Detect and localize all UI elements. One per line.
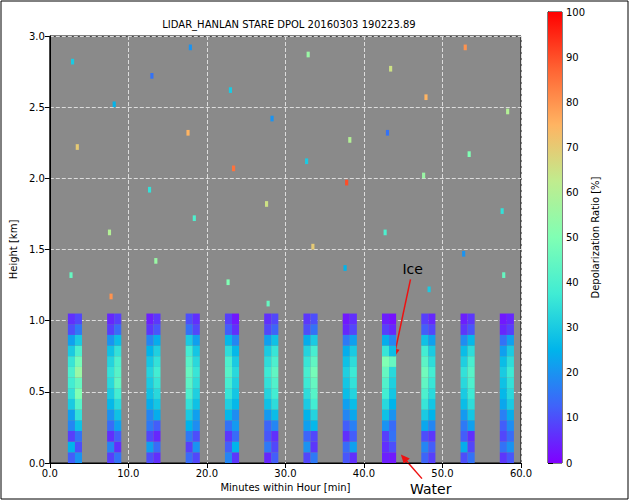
svg-text:2.5: 2.5 xyxy=(29,102,45,113)
svg-text:Minutes within Hour [min]: Minutes within Hour [min] xyxy=(220,482,350,493)
svg-text:50.0: 50.0 xyxy=(431,468,453,479)
svg-text:70: 70 xyxy=(566,142,579,153)
svg-text:20: 20 xyxy=(566,367,579,378)
svg-text:10: 10 xyxy=(566,412,579,423)
svg-text:30.0: 30.0 xyxy=(274,468,296,479)
svg-text:20.0: 20.0 xyxy=(196,468,218,479)
svg-text:Water: Water xyxy=(410,481,452,497)
svg-text:3.0: 3.0 xyxy=(29,31,45,42)
svg-text:0.5: 0.5 xyxy=(29,386,45,397)
svg-text:30: 30 xyxy=(566,322,579,333)
svg-text:80: 80 xyxy=(566,97,579,108)
svg-text:Depolarization Ratio [%]: Depolarization Ratio [%] xyxy=(590,176,601,298)
svg-text:100: 100 xyxy=(566,7,585,18)
svg-text:1.0: 1.0 xyxy=(29,315,45,326)
svg-text:0.0: 0.0 xyxy=(28,457,45,469)
svg-text:2.0: 2.0 xyxy=(29,173,45,184)
svg-text:10.0: 10.0 xyxy=(117,468,139,479)
svg-text:Ice: Ice xyxy=(402,261,422,277)
svg-text:60.0: 60.0 xyxy=(510,468,532,479)
svg-text:LIDAR_HANLAN STARE DPOL 201603: LIDAR_HANLAN STARE DPOL 20160303 190223.… xyxy=(162,19,415,31)
svg-text:90: 90 xyxy=(566,52,579,63)
svg-text:0.0: 0.0 xyxy=(42,468,58,479)
svg-text:50: 50 xyxy=(566,232,579,243)
svg-text:40: 40 xyxy=(566,277,579,288)
svg-text:0: 0 xyxy=(566,458,572,469)
svg-text:1.5: 1.5 xyxy=(29,244,45,255)
svg-text:Height [km]: Height [km] xyxy=(8,220,19,280)
svg-text:40.0: 40.0 xyxy=(353,468,375,479)
svg-text:60: 60 xyxy=(566,187,579,198)
